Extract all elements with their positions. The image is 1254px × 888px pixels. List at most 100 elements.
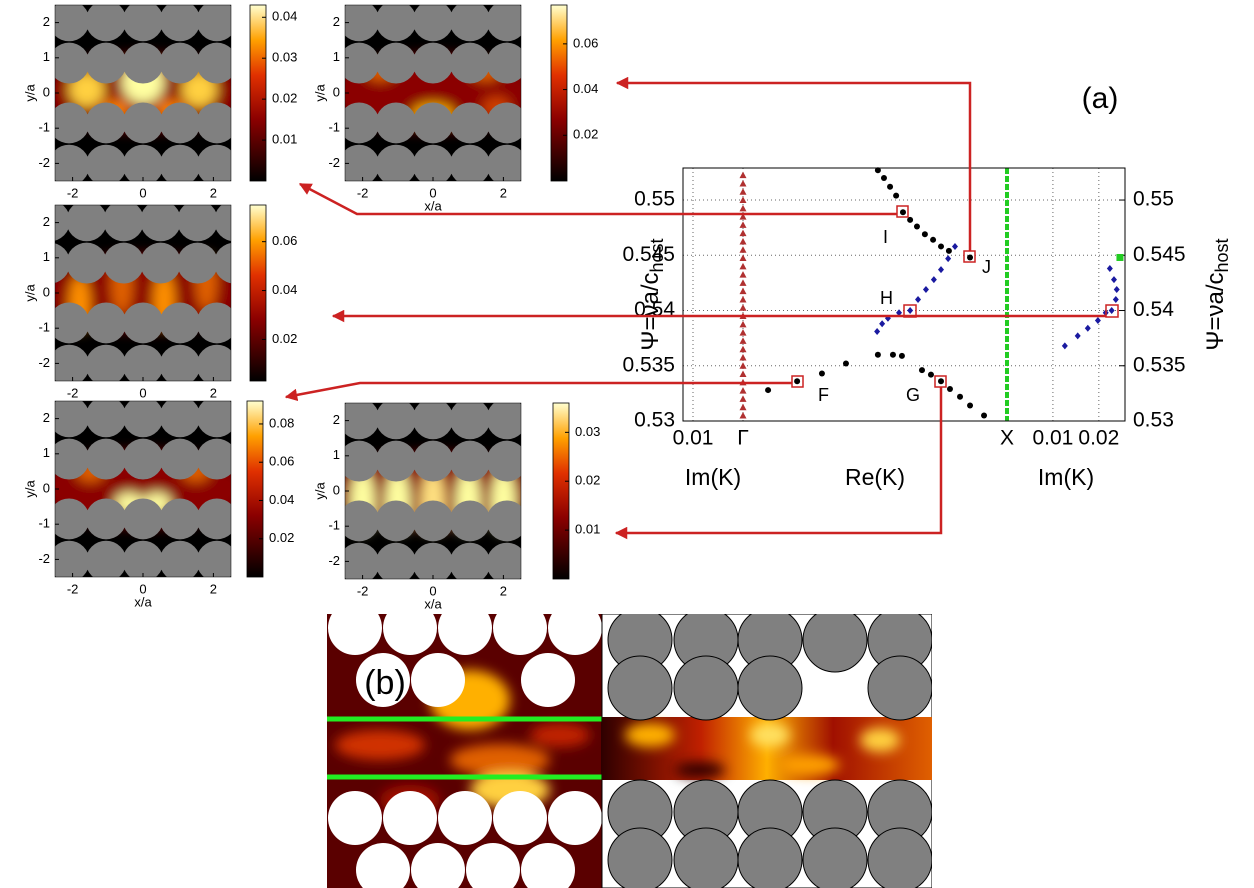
rod bbox=[122, 144, 164, 181]
marker bbox=[967, 402, 974, 409]
rod bbox=[177, 242, 218, 284]
marker bbox=[739, 213, 747, 220]
x-tick-label: 0.02 bbox=[1078, 427, 1119, 450]
marker bbox=[739, 179, 747, 187]
marker bbox=[1116, 253, 1124, 261]
marker bbox=[739, 271, 747, 278]
rod bbox=[196, 540, 231, 577]
rod bbox=[159, 498, 201, 540]
colorbar-tick-label: 0.01 bbox=[575, 522, 600, 537]
y-tick-label: 2 bbox=[43, 214, 50, 229]
colorbar-tick-label: 0.04 bbox=[272, 282, 297, 297]
rod bbox=[345, 440, 380, 482]
rod bbox=[486, 403, 521, 440]
rod bbox=[196, 401, 231, 438]
y-tick-label: 2 bbox=[43, 410, 50, 425]
marker bbox=[739, 171, 747, 179]
rod bbox=[196, 344, 231, 381]
rod bbox=[214, 205, 231, 241]
marker bbox=[739, 353, 747, 361]
y2-tick-label: 0.54 bbox=[1133, 298, 1174, 321]
rod bbox=[85, 438, 127, 480]
rod bbox=[122, 302, 164, 344]
marker bbox=[739, 229, 747, 237]
rod bbox=[66, 205, 108, 242]
y-tick-label: -1 bbox=[38, 320, 50, 335]
rod bbox=[196, 42, 231, 84]
colorbar-tick-label: 0.02 bbox=[272, 331, 297, 346]
point-label: H bbox=[880, 288, 893, 308]
marker bbox=[874, 351, 881, 358]
field-map bbox=[345, 5, 521, 181]
rod bbox=[486, 542, 521, 579]
rod bbox=[345, 5, 380, 42]
rod bbox=[412, 403, 454, 440]
arrows bbox=[284, 76, 1106, 540]
marker bbox=[1094, 316, 1101, 324]
marker bbox=[739, 287, 747, 295]
rod bbox=[55, 243, 71, 283]
y-tick-label: 1 bbox=[43, 49, 50, 64]
panel-b bbox=[327, 614, 932, 888]
x-axis-label: Im(K) bbox=[685, 464, 741, 490]
rod bbox=[412, 102, 454, 144]
marker bbox=[946, 385, 953, 392]
field-glow bbox=[625, 723, 900, 778]
rod bbox=[122, 42, 164, 84]
x-axis-label: Im(K) bbox=[1038, 464, 1094, 490]
rod bbox=[375, 5, 417, 42]
y-tick-label: 0 bbox=[333, 482, 340, 497]
rod bbox=[345, 500, 380, 542]
marker bbox=[957, 393, 964, 400]
rod bbox=[486, 144, 521, 181]
panel-label: (b) bbox=[364, 664, 406, 702]
x-tick-label: 0.01 bbox=[673, 427, 714, 450]
x-tick-label: 2 bbox=[210, 385, 217, 400]
x-tick-label: -2 bbox=[67, 581, 79, 596]
marker bbox=[1074, 332, 1081, 340]
marker bbox=[898, 352, 905, 359]
marker bbox=[739, 329, 747, 336]
rod bbox=[196, 498, 231, 540]
colorbar-tick-label: 0.01 bbox=[272, 132, 297, 147]
point-label: F bbox=[818, 385, 829, 405]
x-tick-label: Γ bbox=[737, 427, 749, 450]
y-tick-label: 2 bbox=[333, 412, 340, 427]
marker bbox=[739, 221, 747, 228]
rod bbox=[122, 540, 164, 577]
y-tick-label: 2 bbox=[43, 14, 50, 29]
marker bbox=[918, 367, 925, 374]
rod bbox=[412, 542, 454, 579]
y-axis-label: y/a bbox=[312, 84, 327, 102]
rod bbox=[159, 5, 201, 42]
x-tick-label: 2 bbox=[210, 581, 217, 596]
rod bbox=[449, 542, 491, 579]
rod bbox=[375, 500, 417, 542]
y-tick-label: 1 bbox=[43, 445, 50, 460]
x-axis-label: x/a bbox=[134, 594, 152, 609]
colorbar-tick-label: 0.02 bbox=[272, 91, 297, 106]
rod bbox=[375, 42, 417, 84]
rod bbox=[85, 42, 127, 84]
marker bbox=[739, 295, 747, 303]
field-map bbox=[55, 401, 231, 577]
marker bbox=[739, 279, 747, 286]
rod bbox=[159, 42, 201, 84]
x-tick-label: -2 bbox=[67, 385, 79, 400]
rod bbox=[159, 540, 201, 577]
marker bbox=[967, 254, 974, 261]
label-sub: host bbox=[647, 238, 667, 272]
marker bbox=[739, 188, 747, 195]
x-tick-label: -2 bbox=[357, 583, 369, 598]
marker bbox=[765, 387, 772, 394]
rod bbox=[449, 5, 491, 42]
rod bbox=[159, 344, 201, 381]
y-tick-label: 0.535 bbox=[622, 353, 675, 376]
y-tick-label: 0.55 bbox=[634, 188, 675, 211]
field-map bbox=[55, 5, 231, 181]
colorbar bbox=[249, 204, 267, 382]
y-tick-label: 0 bbox=[43, 284, 50, 299]
rod bbox=[122, 5, 164, 42]
